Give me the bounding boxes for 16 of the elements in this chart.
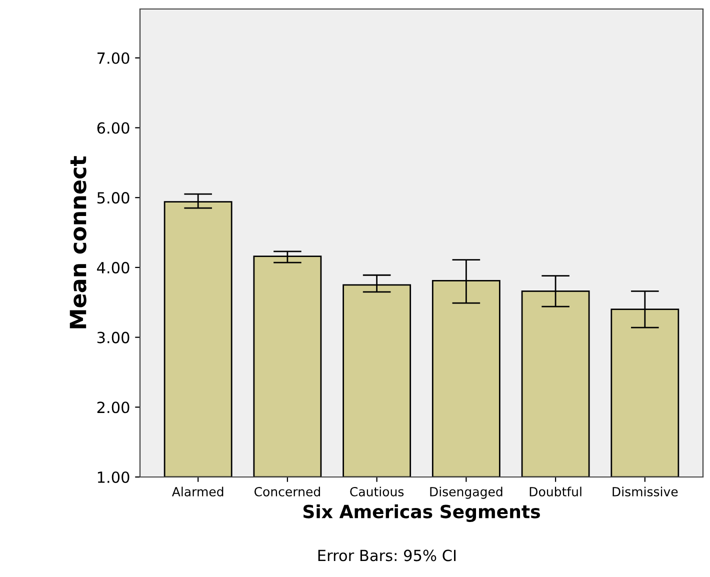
- text: Error Bars: 95% CI: [318, 550, 456, 562]
- x-tick-label: Alarmed: [172, 486, 224, 496]
- x-tick-label: Doubtful: [530, 486, 582, 496]
- x-tick-label: Concerned: [254, 486, 320, 496]
- y-tick-label: 3.00: [97, 332, 130, 344]
- x-axis-title: Six Americas Segments: [303, 504, 540, 522]
- y-tick-label: 5.00: [97, 192, 130, 204]
- x-tick-label: Cautious: [350, 486, 404, 496]
- x-tick-label: Dismissive: [612, 486, 678, 496]
- x-tick-label: Disengaged: [430, 486, 502, 499]
- y-tick-label: 4.00: [97, 262, 130, 274]
- y-tick-label: 7.00: [98, 52, 130, 64]
- y-tick-label: 1.00: [98, 471, 130, 484]
- y-tick-label: 6.00: [97, 122, 130, 134]
- y-axis-title: Mean connect: [70, 156, 86, 328]
- y-tick-label: 2.00: [97, 402, 130, 414]
